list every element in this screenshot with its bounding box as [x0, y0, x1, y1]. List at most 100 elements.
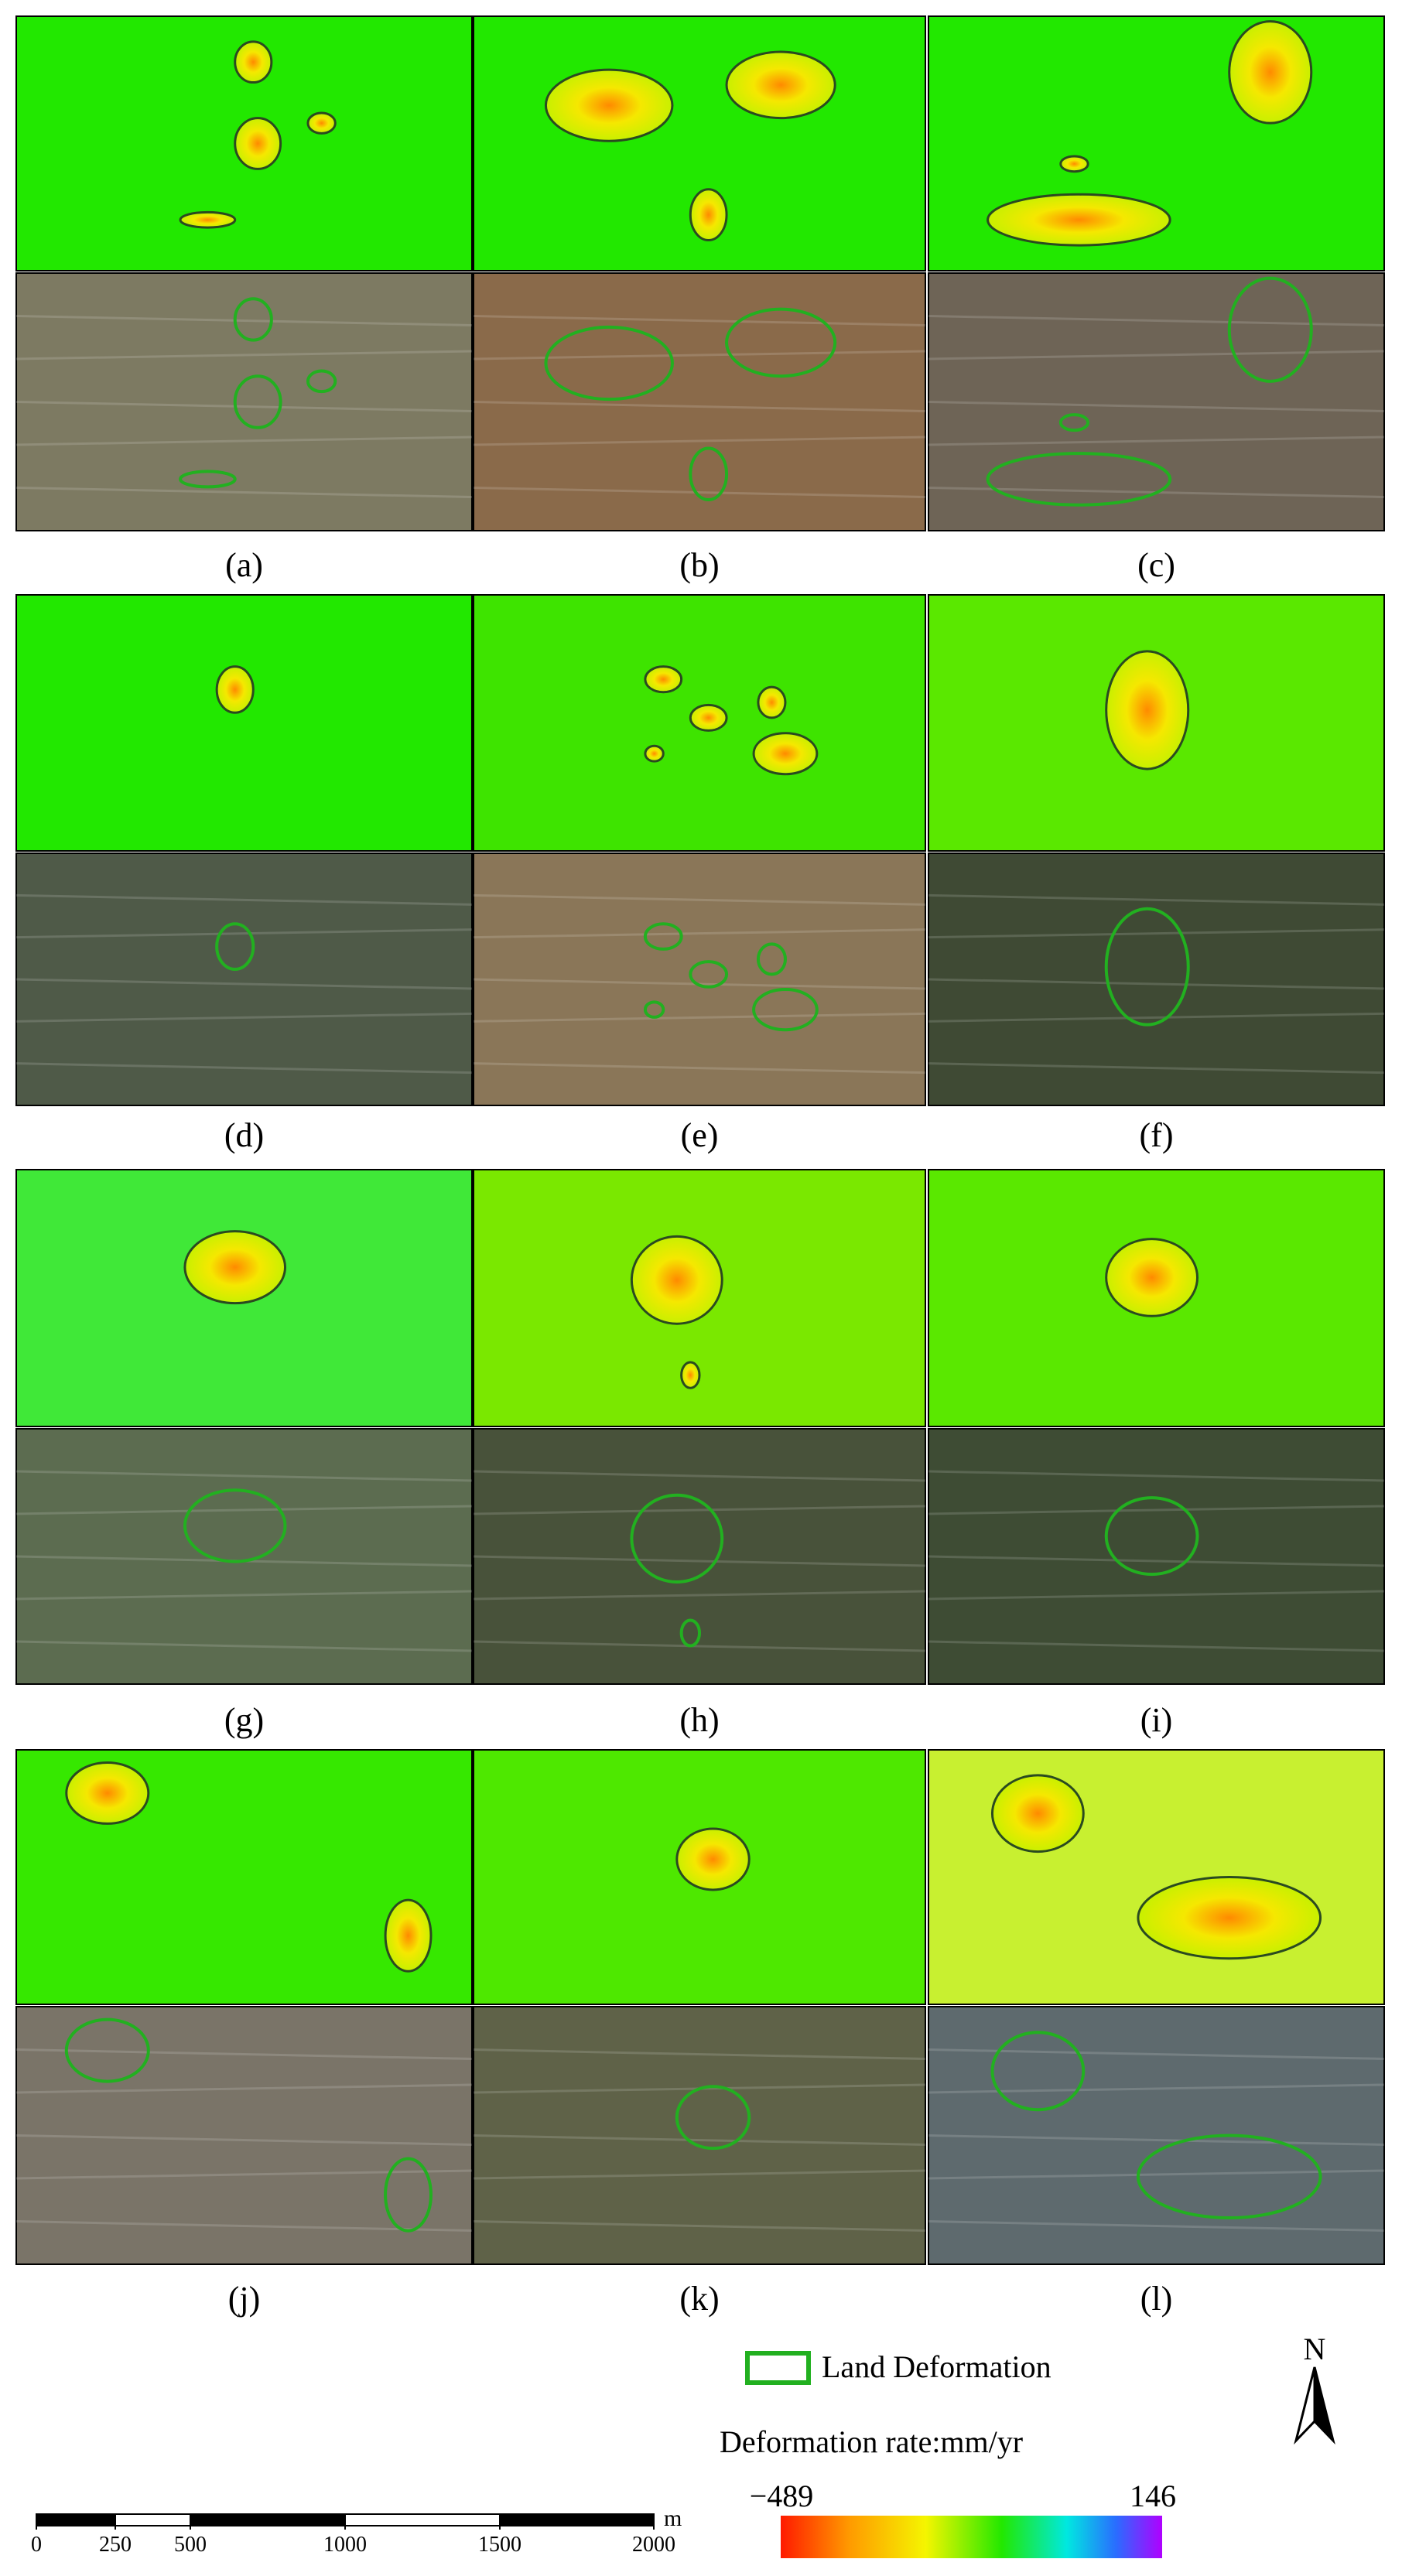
deformation-outline	[306, 369, 337, 394]
deformation-area	[544, 68, 674, 142]
deformation-outline	[215, 922, 255, 971]
deformation-area	[179, 210, 237, 229]
deformation-outline	[689, 960, 729, 989]
deformation-area	[725, 50, 836, 120]
legend-label: Land Deformation	[822, 2349, 1052, 2384]
scale-label: 1500	[478, 2533, 521, 2557]
satellite-texture	[473, 928, 926, 939]
panel-label: (a)	[225, 546, 263, 584]
deformation-outline	[1104, 1496, 1199, 1577]
deformation-area	[644, 665, 683, 694]
scale-label: 2000	[632, 2533, 675, 2557]
deformation-outline	[990, 2031, 1086, 2112]
deformation-area	[990, 1774, 1085, 1853]
satellite-texture	[928, 893, 1385, 906]
satellite-texture	[928, 978, 1385, 990]
deformation-outline	[64, 2017, 150, 2083]
deformation-outline	[1058, 413, 1090, 432]
satellite-texture	[473, 1062, 926, 1074]
satellite-texture	[473, 893, 926, 906]
deformation-outline	[756, 942, 787, 976]
satellite-texture	[928, 1062, 1385, 1074]
satellite-texture	[15, 436, 473, 446]
panel-label: (h)	[679, 1701, 719, 1739]
satellite-image	[928, 2006, 1385, 2265]
deformation-outline	[384, 2157, 433, 2233]
deformation-map	[15, 594, 473, 852]
satellite-texture	[15, 1505, 473, 1515]
deformation-outline	[233, 297, 273, 342]
north-arrow-right	[1313, 2366, 1335, 2445]
north-arrow-left	[1294, 2366, 1316, 2445]
deformation-area	[752, 732, 819, 776]
satellite-texture	[473, 2048, 926, 2060]
satellite-texture	[928, 401, 1385, 412]
satellite-texture	[15, 315, 473, 326]
north-label: N	[1304, 2332, 1326, 2366]
panel-label: (j)	[228, 2280, 261, 2318]
satellite-texture	[15, 1012, 473, 1023]
satellite-texture	[473, 315, 926, 326]
deformation-outline	[675, 2085, 751, 2151]
satellite-texture	[928, 1640, 1385, 1652]
deformation-outline	[986, 452, 1172, 507]
deformation-area	[65, 1761, 150, 1825]
colorbar	[781, 2516, 1162, 2558]
satellite-image	[928, 1428, 1385, 1685]
satellite-texture	[473, 1470, 926, 1482]
deformation-outline	[643, 922, 683, 951]
satellite-texture	[473, 1505, 926, 1515]
panel-label: (k)	[679, 2280, 719, 2318]
deformation-outline	[679, 1618, 702, 1648]
satellite-texture	[15, 1590, 473, 1601]
deformation-area	[689, 703, 728, 732]
deformation-outline	[643, 1000, 665, 1019]
deformation-area	[1105, 650, 1190, 770]
deformation-outline	[630, 1493, 724, 1584]
deformation-area	[234, 117, 282, 170]
panel-label: (f)	[1140, 1116, 1174, 1154]
satellite-texture	[473, 350, 926, 360]
satellite-image	[473, 272, 926, 531]
satellite-texture	[473, 436, 926, 446]
deformation-area	[675, 1827, 751, 1891]
scale-label: 0	[31, 2533, 42, 2557]
satellite-texture	[473, 2169, 926, 2180]
scale-label: 1000	[323, 2533, 367, 2557]
satellite-texture	[928, 315, 1385, 326]
deformation-area	[757, 685, 787, 719]
panel-label: (l)	[1140, 2280, 1173, 2318]
satellite-texture	[928, 2083, 1385, 2094]
satellite-image	[928, 852, 1385, 1106]
satellite-image	[928, 272, 1385, 531]
satellite-texture	[928, 1590, 1385, 1601]
satellite-texture	[15, 2169, 473, 2180]
satellite-texture	[473, 401, 926, 412]
deformation-outline	[1136, 2134, 1322, 2220]
satellite-texture	[473, 2220, 926, 2232]
deformation-area	[630, 1235, 723, 1325]
satellite-image	[15, 1428, 473, 1685]
deformation-outline	[1104, 907, 1190, 1027]
satellite-texture	[928, 1505, 1385, 1515]
deformation-outline	[725, 307, 837, 378]
satellite-texture	[928, 1012, 1385, 1023]
legend-swatch	[745, 2351, 811, 2385]
deformation-area	[987, 193, 1171, 247]
satellite-image	[15, 272, 473, 531]
satellite-texture	[15, 2134, 473, 2146]
rate-title: Deformation rate:mm/yr	[720, 2424, 1023, 2459]
rate-max: 146	[1130, 2479, 1176, 2513]
panel-label: (d)	[224, 1116, 264, 1154]
satellite-image	[473, 852, 926, 1106]
scale-segment	[500, 2514, 654, 2526]
panel-label: (g)	[224, 1701, 264, 1739]
satellite-texture	[928, 1470, 1385, 1482]
deformation-map	[928, 1749, 1385, 2005]
scale-segment	[36, 2514, 115, 2526]
satellite-texture	[473, 1640, 926, 1652]
deformation-outline	[1227, 276, 1313, 383]
satellite-texture	[473, 1555, 926, 1567]
deformation-area	[1137, 1876, 1322, 1960]
